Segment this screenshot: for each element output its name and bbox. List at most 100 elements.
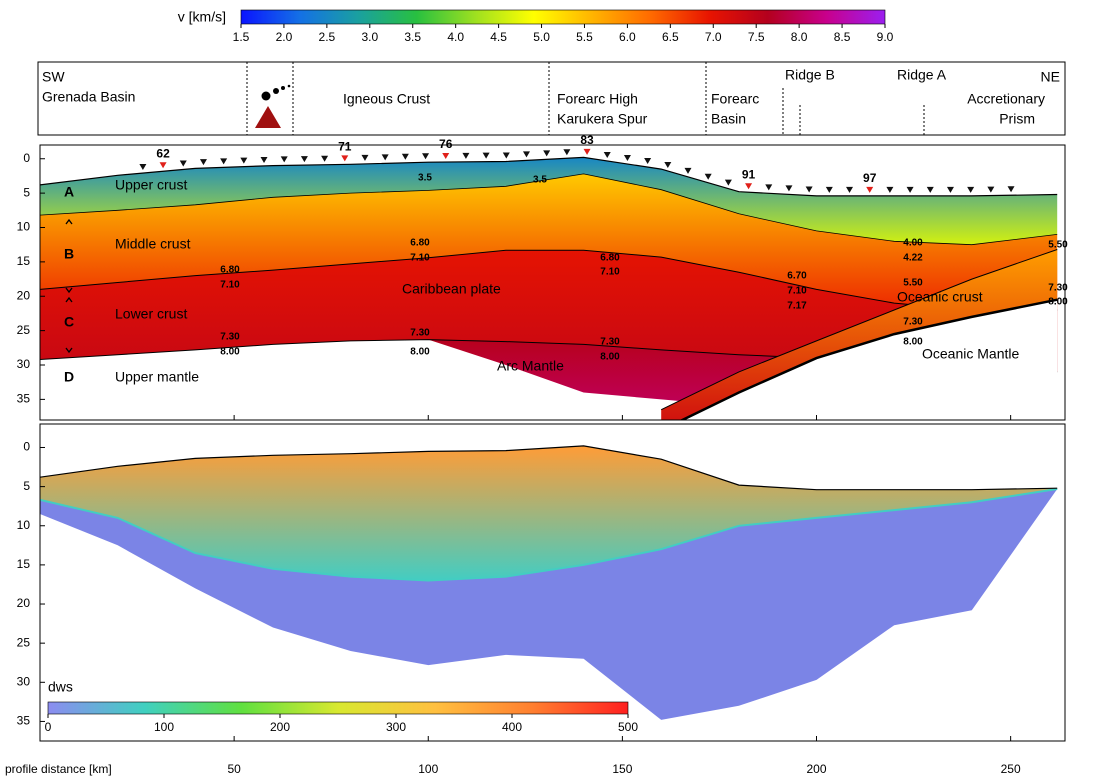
station (199, 159, 207, 166)
volcano-icon (255, 84, 291, 128)
contour-label: 6.80 (220, 265, 240, 276)
y-tick-label: 25 (17, 635, 31, 649)
station (321, 155, 329, 162)
colorbar-tick-label: 100 (154, 720, 174, 734)
contour-label: 5.50 (1048, 240, 1068, 251)
contour-label: 7.10 (220, 280, 240, 291)
station (684, 167, 692, 174)
colorbar-tick-label: 2.5 (319, 30, 336, 44)
station (442, 153, 450, 160)
region-label: Igneous Crust (343, 91, 430, 107)
station (361, 154, 369, 161)
layer-label: Upper mantle (115, 369, 199, 385)
layer-label: Caribbean plate (402, 281, 501, 297)
region-label: Accretionary (967, 91, 1045, 107)
panel-frame (39, 423, 1066, 742)
colorbar-tick-label: 4.5 (490, 30, 507, 44)
station (846, 186, 854, 193)
x-tick-label: 100 (418, 762, 438, 776)
station (401, 153, 409, 160)
contour-label: 3.5 (533, 175, 547, 186)
contour-label: 7.10 (600, 267, 620, 278)
contour-label: 8.00 (903, 337, 923, 348)
contour-label: 4.22 (903, 253, 923, 264)
colorbar-tick-label: 7.5 (748, 30, 765, 44)
station (987, 186, 995, 193)
colorbar-label: v [km/s] (178, 9, 226, 25)
region-label: Grenada Basin (42, 89, 135, 105)
station-label: 83 (580, 133, 594, 147)
station (220, 158, 228, 165)
arrow-tick (65, 287, 73, 294)
contour-label: 7.10 (410, 253, 430, 264)
header-frame (37, 61, 1066, 136)
contour-label: 7.17 (787, 301, 807, 312)
region-label: NE (1041, 69, 1060, 85)
station (785, 185, 793, 192)
station (805, 186, 813, 193)
arrow-tick (65, 173, 73, 180)
station (967, 186, 975, 193)
contour-label: 8.00 (600, 352, 620, 363)
contour-label: 6.80 (410, 238, 430, 249)
boundary-line (40, 445, 1058, 491)
y-tick-label: 15 (17, 557, 31, 571)
region-label: Prism (999, 111, 1035, 127)
station (522, 151, 530, 158)
colorbar-tick-label: 5.0 (533, 30, 550, 44)
colorbar (240, 9, 886, 25)
station (502, 152, 510, 159)
boundary-line (679, 298, 1058, 420)
colorbar-tick-label: 7.0 (705, 30, 722, 44)
station (906, 186, 914, 193)
station (724, 179, 732, 186)
layer-label: Oceanic crust (897, 289, 983, 305)
station (866, 186, 874, 193)
contour-label: 8.00 (1048, 297, 1068, 308)
boundary-line (660, 249, 1058, 411)
colorbar-tick-label: 400 (502, 720, 522, 734)
coverage-panel (40, 445, 1058, 720)
station (946, 186, 954, 193)
panel-frame (39, 144, 1066, 421)
x-tick-label: 250 (1001, 762, 1021, 776)
layer-label: Oceanic Mantle (922, 346, 1019, 362)
station (886, 186, 894, 193)
layer-label: Upper crust (115, 177, 187, 193)
boundary-line (40, 173, 1058, 246)
y-tick-label: 20 (17, 596, 31, 610)
colorbar-tick-label: 8.0 (791, 30, 808, 44)
station (704, 173, 712, 180)
station (179, 160, 187, 167)
contour-label: 7.30 (1048, 283, 1068, 294)
station (300, 156, 308, 163)
dense-coverage-edge (40, 488, 1058, 582)
station (462, 152, 470, 159)
contour-label: 6.80 (600, 253, 620, 264)
colorbar-tick-label: 2.0 (276, 30, 293, 44)
region-label: Basin (711, 111, 746, 127)
colorbar-tick-label: 3.0 (361, 30, 378, 44)
y-tick-label: 10 (17, 220, 31, 234)
contour-label: 7.10 (787, 286, 807, 297)
layer-letter: A (64, 184, 74, 200)
layer-label: Arc Mantle (497, 358, 564, 374)
station (664, 161, 672, 168)
station (583, 148, 591, 155)
y-tick-label: 5 (23, 479, 30, 493)
contour-label: 5.50 (903, 278, 923, 289)
velocity-layer (661, 249, 1058, 420)
contour-label: 7.30 (410, 328, 430, 339)
x-tick-label: 200 (806, 762, 826, 776)
station (543, 150, 551, 157)
colorbar-label: dws (48, 679, 73, 695)
colorbar-tick-label: 0 (45, 720, 52, 734)
y-tick-label: 30 (17, 357, 31, 371)
station (341, 155, 349, 162)
station (623, 154, 631, 161)
layer-letter: D (64, 369, 74, 385)
header-dividers (246, 62, 925, 135)
station-label: 97 (863, 171, 877, 185)
colorbar-tick-label: 300 (386, 720, 406, 734)
